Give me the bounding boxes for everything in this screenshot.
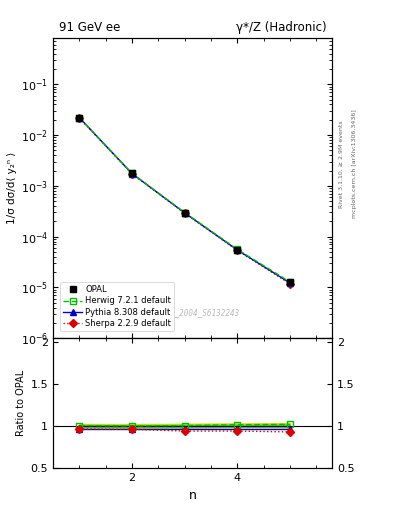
Y-axis label: 1/σ dσ/d⟨ y₂ⁿ ⟩: 1/σ dσ/d⟨ y₂ⁿ ⟩ [7, 152, 17, 224]
Text: Rivet 3.1.10, ≥ 2.9M events: Rivet 3.1.10, ≥ 2.9M events [339, 120, 344, 208]
X-axis label: n: n [189, 489, 196, 502]
Text: 91 GeV ee: 91 GeV ee [59, 21, 120, 34]
Text: γ*/Z (Hadronic): γ*/Z (Hadronic) [236, 21, 327, 34]
Legend: OPAL, Herwig 7.2.1 default, Pythia 8.308 default, Sherpa 2.2.9 default: OPAL, Herwig 7.2.1 default, Pythia 8.308… [60, 282, 174, 331]
Text: OPAL_2004_S6132243: OPAL_2004_S6132243 [156, 308, 240, 317]
Text: mcplots.cern.ch [arXiv:1306.3436]: mcplots.cern.ch [arXiv:1306.3436] [352, 110, 357, 218]
Y-axis label: Ratio to OPAL: Ratio to OPAL [17, 370, 26, 436]
